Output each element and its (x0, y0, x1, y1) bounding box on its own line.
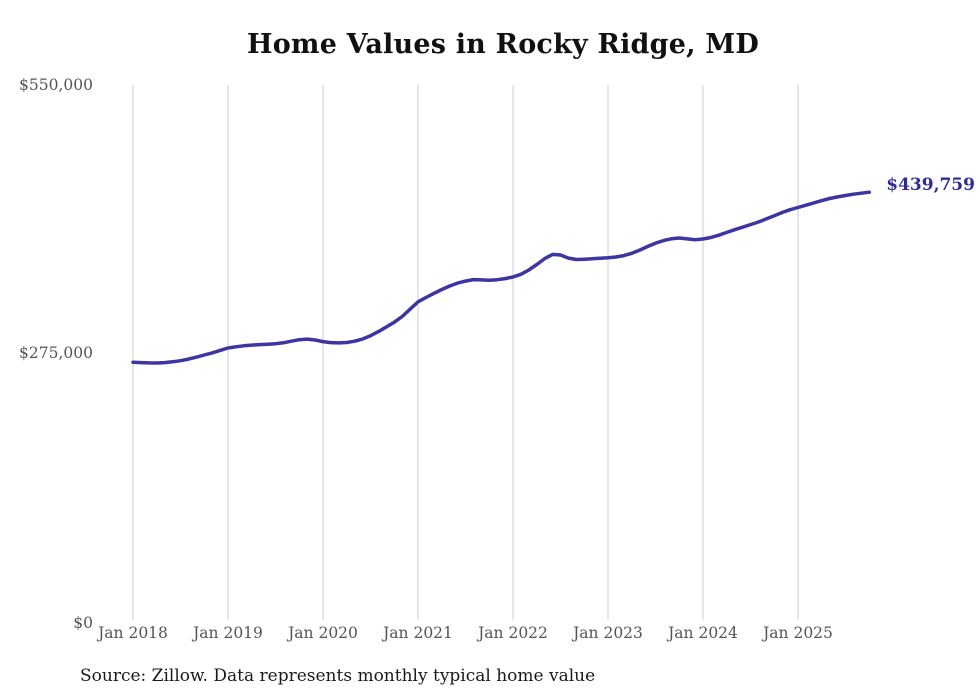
x-axis-tick-jan-2021: Jan 2021 (383, 624, 453, 642)
chart-title: Home Values in Rocky Ridge, MD (247, 29, 759, 60)
x-axis-tick-jan-2022: Jan 2022 (478, 624, 548, 642)
x-axis-tick-jan-2018: Jan 2018 (98, 624, 168, 642)
x-axis-tick-jan-2020: Jan 2020 (288, 624, 358, 642)
x-axis-tick-jan-2025: Jan 2025 (763, 624, 833, 642)
y-axis-tick-550000: $550,000 (19, 76, 93, 94)
y-axis-tick-275000: $275,000 (19, 343, 93, 362)
source-note: Source: Zillow. Data represents monthly … (80, 666, 596, 686)
home-value-line-series (131, 190, 872, 365)
x-axis-tick-jan-2023: Jan 2023 (573, 624, 643, 642)
x-axis-tick-jan-2019: Jan 2019 (193, 624, 263, 642)
x-axis-tick-jan-2024: Jan 2024 (668, 624, 738, 642)
latest-value-label: $439,759 (886, 175, 975, 196)
y-axis-tick-0: $0 (73, 614, 93, 632)
